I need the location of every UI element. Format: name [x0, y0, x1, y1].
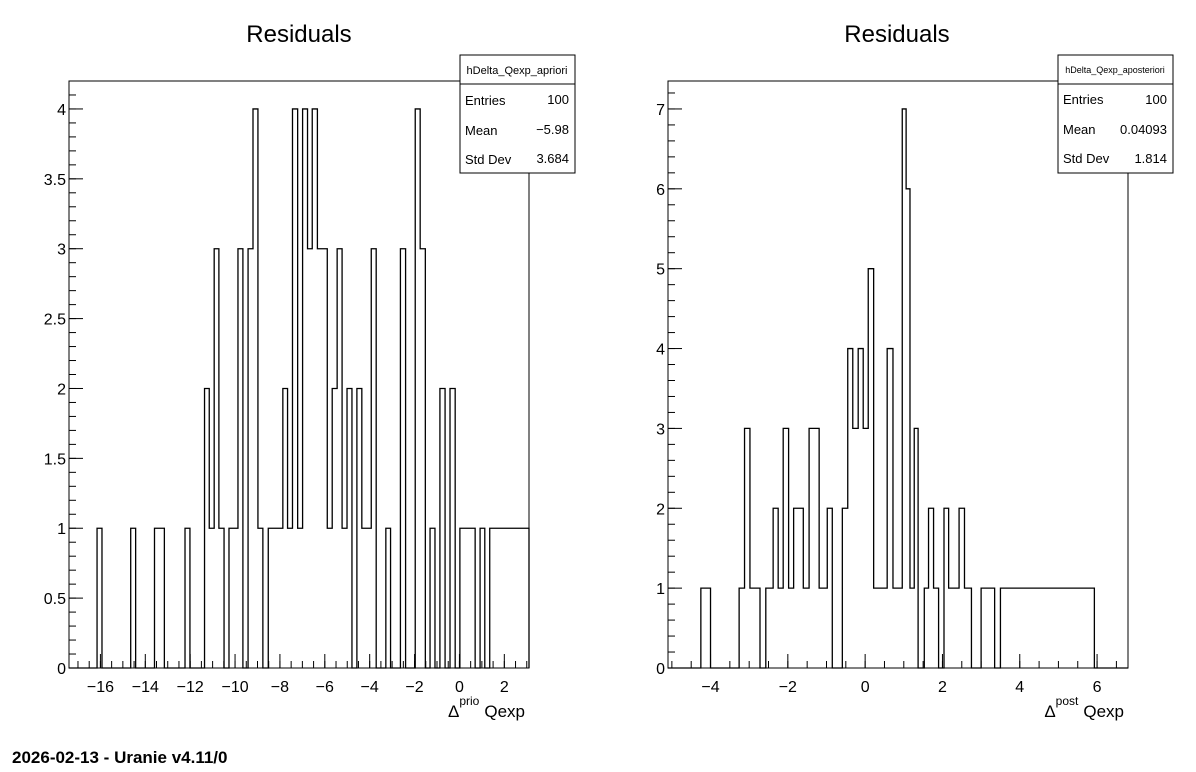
left-x-tick-label: 2: [500, 679, 509, 696]
left-x-tick-label: −2: [405, 679, 423, 696]
right-x-tick-label: 4: [1015, 679, 1024, 696]
right-stats-name: hDelta_Qexp_aposteriori: [1065, 65, 1165, 75]
right-stats-entries-label: Entries: [1063, 92, 1104, 107]
left-title: Residuals: [246, 21, 351, 48]
right-y-tick-label: 6: [656, 182, 665, 199]
left-x-tick-label: −16: [87, 679, 114, 696]
left-y-tick-label: 0.5: [44, 591, 66, 608]
right-x-tick-label: −4: [701, 679, 719, 696]
right-y-tick-label: 4: [656, 342, 665, 359]
left-xlabel: ΔprioQexp: [448, 694, 525, 721]
left-x-tick-label: −14: [132, 679, 159, 696]
left-x-tick-label: −10: [221, 679, 248, 696]
left-y-axis: 0 0.5 1 1.5 2 2.5 3 3.5 4: [44, 80, 83, 678]
right-stats-stddev-value: 1.814: [1134, 151, 1167, 166]
left-stats-mean-value: −5.98: [536, 122, 569, 137]
left-stats-entries-value: 100: [547, 92, 569, 107]
right-x-tick-label: −2: [779, 679, 797, 696]
left-stats-stddev-value: 3.684: [536, 151, 569, 166]
right-x-tick-label: 2: [938, 679, 947, 696]
left-stats-name: hDelta_Qexp_apriori: [467, 65, 568, 77]
right-y-axis: 0 1 2 3 4 5 6 7: [656, 92, 682, 678]
left-x-tick-label: 0: [455, 679, 464, 696]
left-y-tick-label: 0: [57, 661, 66, 678]
right-y-tick-label: 5: [656, 262, 665, 279]
left-y-tick-label: 1: [57, 521, 66, 538]
right-x-tick-label: 0: [861, 679, 870, 696]
left-y-tick-label: 4: [57, 102, 66, 119]
left-y-tick-label: 2: [57, 381, 66, 398]
left-x-tick-label: −12: [177, 679, 204, 696]
left-histogram-path: [69, 108, 530, 669]
right-histogram-path: [668, 108, 1128, 669]
left-x-tick-label: −6: [316, 679, 334, 696]
left-x-axis: −16 −14 −12 −10 −8 −6 −4 −2 0 2: [77, 654, 528, 696]
right-y-tick-label: 3: [656, 421, 665, 438]
left-y-tick-label: 3.5: [44, 172, 66, 189]
right-stats-box: hDelta_Qexp_aposteriori Entries 100 Mean…: [1057, 54, 1174, 174]
left-y-tick-label: 2.5: [44, 312, 66, 329]
left-x-tick-label: −8: [271, 679, 289, 696]
right-xlabel: ΔpostQexp: [1044, 694, 1124, 721]
right-y-tick-label: 7: [656, 102, 665, 119]
right-y-tick-label: 2: [656, 501, 665, 518]
right-pad: Residuals 0 1 2 3 4 5 6 7 −4 −2 0 2 4 6 ΔpostQexp hD…: [656, 21, 1174, 721]
right-stats-mean-value: 0.04093: [1120, 122, 1167, 137]
right-stats-mean-label: Mean: [1063, 122, 1096, 137]
left-y-tick-label: 1.5: [44, 451, 66, 468]
right-x-tick-label: 6: [1093, 679, 1102, 696]
right-stats-stddev-label: Std Dev: [1063, 151, 1110, 166]
left-stats-mean-label: Mean: [465, 123, 498, 138]
left-x-tick-label: −4: [361, 679, 379, 696]
right-stats-entries-value: 100: [1145, 92, 1167, 107]
left-stats-box: hDelta_Qexp_apriori Entries 100 Mean −5.…: [459, 54, 576, 174]
right-title: Residuals: [844, 21, 949, 48]
footer-version: 2026-02-13 - Uranie v4.11/0: [12, 748, 228, 767]
right-frame: [667, 80, 1129, 669]
left-stats-entries-label: Entries: [465, 93, 506, 108]
left-y-tick-label: 3: [57, 242, 66, 259]
left-stats-stddev-label: Std Dev: [465, 152, 512, 167]
left-pad: Residuals 0 0.5 1 1.5 2 2.5 3 3.5 4 −16 −14 −12 −10…: [44, 21, 576, 721]
right-y-tick-label: 1: [656, 581, 665, 598]
right-y-tick-label: 0: [656, 661, 665, 678]
